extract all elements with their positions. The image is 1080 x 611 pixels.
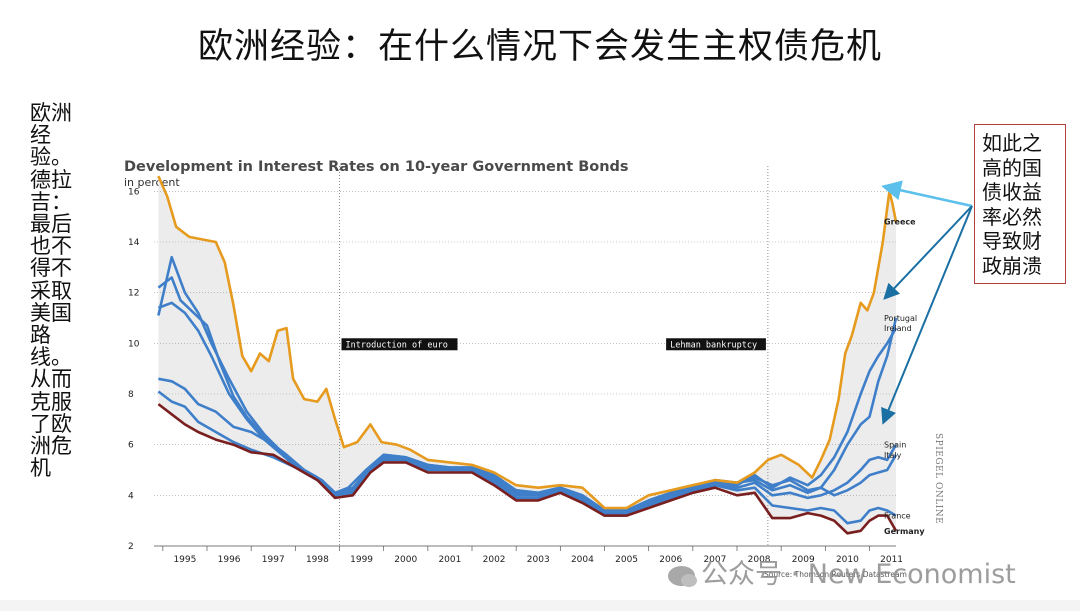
series-line-greece xyxy=(157,175,898,510)
x-tick-label: 1996 xyxy=(218,555,241,565)
y-tick-label: 6 xyxy=(128,441,134,451)
y-tick-label: 12 xyxy=(128,289,139,299)
series-label: Italy xyxy=(884,451,902,460)
bottom-strip xyxy=(0,600,1080,611)
series-label: Portugal xyxy=(884,314,917,323)
x-tick-label: 2008 xyxy=(748,555,771,565)
series-label: France xyxy=(884,512,911,521)
series-label: Spain xyxy=(884,441,906,450)
y-tick-label: 2 xyxy=(128,542,134,552)
series-lines xyxy=(157,175,898,535)
publisher-credit: SPIEGEL ONLINE xyxy=(933,433,943,524)
chart-subtitle: in percent xyxy=(124,176,180,189)
y-tick-label: 8 xyxy=(128,390,134,400)
wechat-icon xyxy=(668,566,697,587)
x-tick-label: 1995 xyxy=(173,555,196,565)
x-tick-label: 2006 xyxy=(659,555,682,565)
y-tick-label: 10 xyxy=(128,339,140,349)
series-line-portugal xyxy=(157,276,898,512)
y-axis: 2 4 6 8 10 12 14 16 xyxy=(128,187,140,552)
x-tick-label: 2002 xyxy=(483,555,506,565)
annotation-box xyxy=(666,338,766,351)
callout-box: 如此之高的国债收益率必然导致财政崩溃 xyxy=(974,124,1066,284)
series-label: Ireland xyxy=(884,324,912,333)
annotations: Introduction of euro Lehman bankruptcy xyxy=(341,338,766,351)
annotation-box xyxy=(341,338,458,351)
series-label: Germany xyxy=(884,527,925,536)
x-tick-label: 2000 xyxy=(394,555,417,565)
event-lines xyxy=(339,166,769,546)
slide-title: 欧洲经验：在什么情况下会发生主权债危机 xyxy=(197,27,882,67)
watermark-text: 公众号 · New Economist xyxy=(701,559,1016,590)
bond-yield-chart: Development in Interest Rates on 10-year… xyxy=(118,148,958,588)
series-label: Greece xyxy=(884,218,916,227)
series-line-germany xyxy=(157,403,898,535)
chart-title: Development in Interest Rates on 10-year… xyxy=(124,159,629,175)
x-tick-label: 2005 xyxy=(615,555,638,565)
x-tick-label: 2009 xyxy=(792,555,815,565)
x-tick-label: 1999 xyxy=(350,555,373,565)
series-line-spain xyxy=(157,301,898,515)
y-tick-label: 4 xyxy=(128,491,134,501)
x-tick-label: 2003 xyxy=(527,555,550,565)
x-axis: 1995 1996 1997 1998 1999 2000 2001 2002 2003 2004… xyxy=(162,546,903,565)
x-tick-label: 1998 xyxy=(306,555,329,565)
x-tick-label: 1997 xyxy=(262,555,285,565)
annotation-text: Introduction of euro xyxy=(346,340,448,350)
x-tick-label: 2007 xyxy=(703,555,726,565)
side-note: 欧洲经验。德拉吉：最后也不得不采取美国路线。从而克服了欧洲危机 xyxy=(30,101,72,481)
x-tick-label: 2011 xyxy=(880,555,903,565)
annotation-text: Lehman bankruptcy xyxy=(670,340,757,350)
y-tick-label: 14 xyxy=(128,238,140,248)
x-tick-label: 2004 xyxy=(571,555,594,565)
x-tick-label: 2010 xyxy=(836,555,859,565)
x-tick-label: 2001 xyxy=(438,555,461,565)
source-note: Source: Thomson Reuters Datastream xyxy=(764,570,907,579)
y-tick-label: 16 xyxy=(128,187,140,197)
watermark: 公众号 · New Economist xyxy=(668,552,1016,591)
